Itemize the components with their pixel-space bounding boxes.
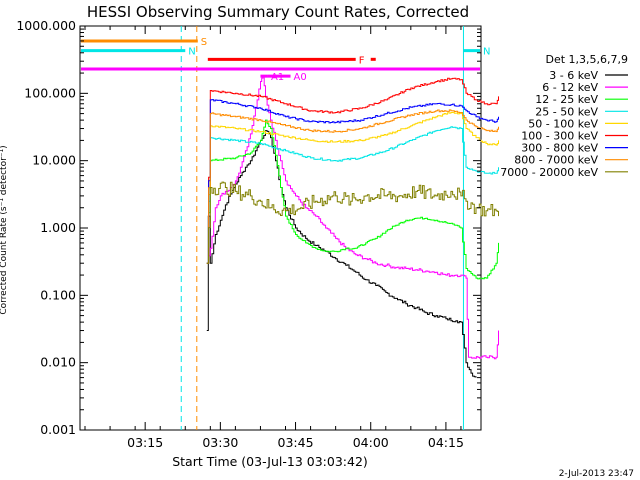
- x-tick-label: 03:15: [127, 435, 163, 450]
- series-line: [206, 77, 499, 264]
- x-tick-label: 03:45: [278, 435, 314, 450]
- y-axis-label: Corrected Count Rate (s⁻¹ detector⁻¹): [0, 145, 9, 314]
- series-line: [206, 109, 499, 264]
- y-tick-label: 1.000: [40, 220, 76, 235]
- legend-header: Det 1,3,5,6,7,9: [545, 53, 628, 66]
- series-line: [206, 181, 499, 264]
- chart-title: HESSI Observing Summary Count Rates, Cor…: [87, 3, 469, 21]
- legend-label: 300 - 800 keV: [521, 142, 598, 155]
- x-axis: 03:15 03:30 03:45 04:00 04:15: [84, 26, 464, 450]
- series-line: [206, 126, 499, 264]
- series-line: [206, 119, 499, 280]
- legend-label: 7000 - 20000 keV: [500, 166, 598, 179]
- flag-label: N: [188, 47, 195, 58]
- legend-label: 3 - 6 keV: [549, 69, 598, 82]
- flag-label: A0: [294, 72, 307, 83]
- flag-label: S: [201, 37, 207, 48]
- y-tick-label: 0.001: [40, 422, 76, 437]
- flag-bars: SNNFA1A0: [81, 37, 490, 83]
- y-tick-label: 10.000: [32, 153, 76, 168]
- x-tick-label: 04:15: [428, 435, 464, 450]
- flag-label: N: [483, 47, 490, 58]
- x-tick-label: 03:30: [202, 435, 238, 450]
- y-tick-label: 0.010: [40, 355, 76, 370]
- y-tick-label: 100.000: [24, 85, 76, 100]
- series-line: [206, 130, 477, 378]
- legend-label: 25 - 50 keV: [535, 105, 598, 118]
- series-line: [206, 111, 499, 264]
- y-axis: 0.001 0.010 0.100 1.000 10.000 100.000 1000.00…: [16, 18, 481, 437]
- y-tick-label: 1000.000: [16, 18, 76, 33]
- timestamp-footnote: 2-Jul-2013 23:47: [559, 469, 634, 479]
- legend-label: 50 - 100 keV: [528, 117, 598, 130]
- legend-label: 6 - 12 keV: [542, 81, 598, 94]
- data-series: [206, 75, 499, 378]
- legend-label: 12 - 25 keV: [535, 93, 598, 106]
- flag-label: F: [359, 55, 365, 66]
- y-tick-label: 0.100: [40, 287, 76, 302]
- legend-label: 100 - 300 keV: [521, 130, 598, 143]
- vertical-markers: [180, 26, 464, 430]
- x-axis-label: Start Time (03-Jul-13 03:03:42): [172, 454, 368, 469]
- x-tick-label: 04:00: [353, 435, 389, 450]
- legend-label: 800 - 7000 keV: [514, 154, 598, 167]
- series-line: [206, 99, 499, 264]
